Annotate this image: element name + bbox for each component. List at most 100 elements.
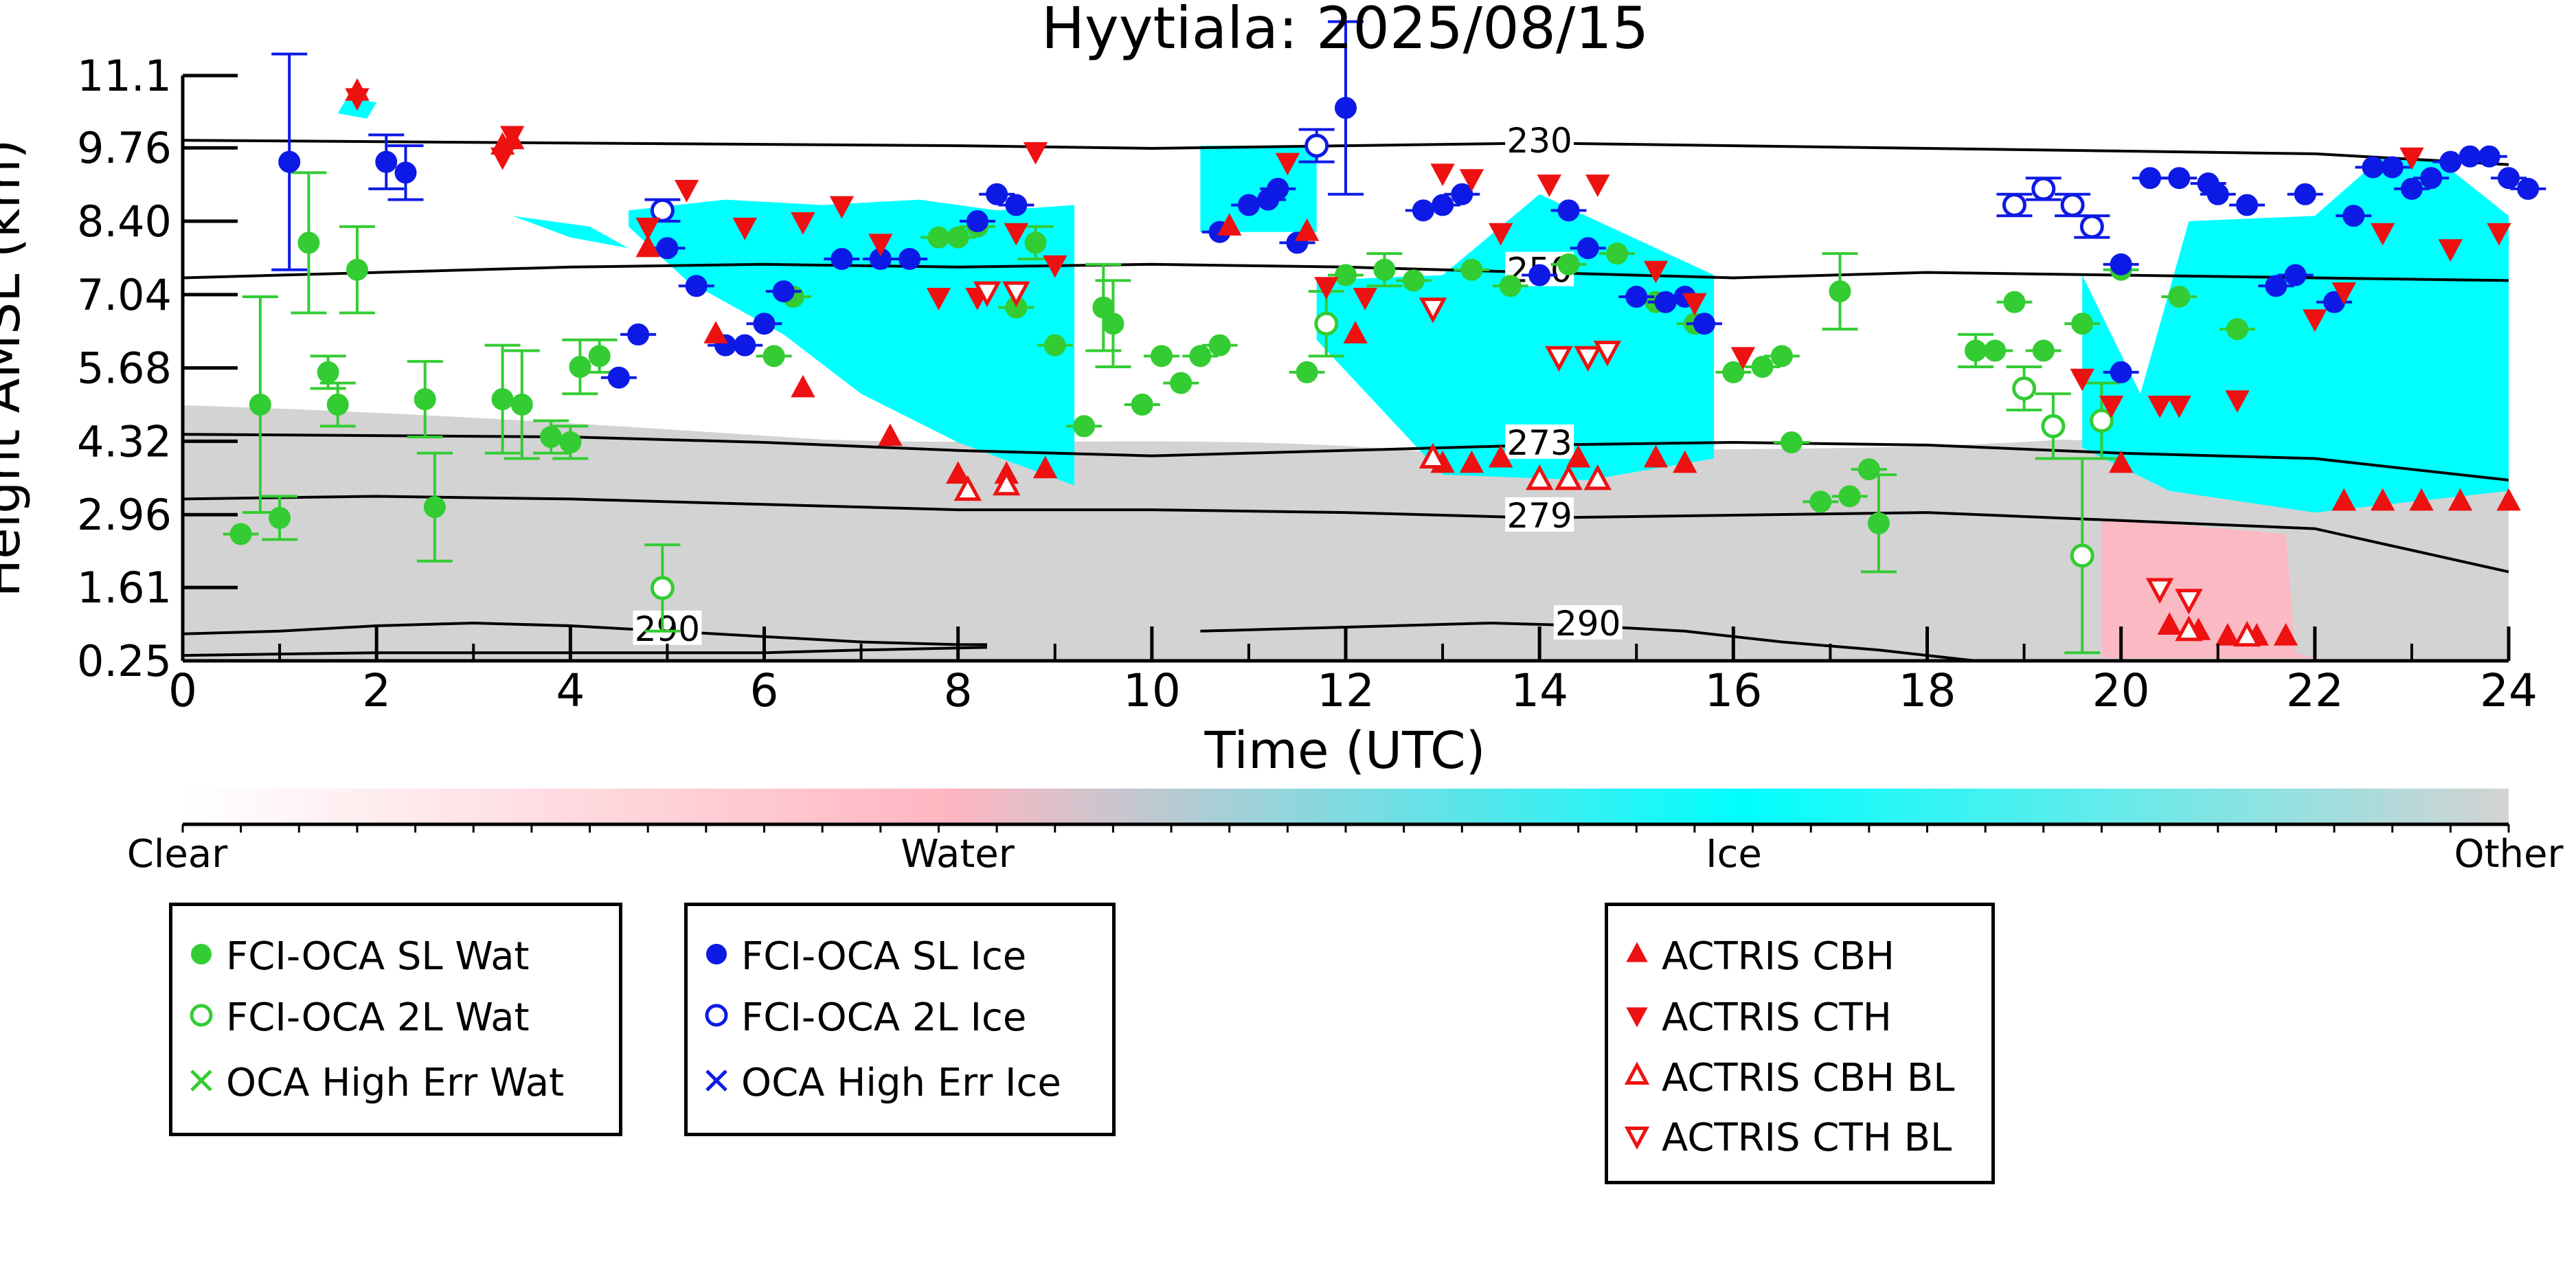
data-point: [1555, 464, 1583, 490]
y-tick-label: 1.61: [77, 563, 172, 613]
data-point: [2012, 376, 2037, 400]
data-point: [2399, 147, 2424, 170]
data-point: [297, 231, 320, 254]
data-point: [2370, 488, 2395, 511]
data-point: [423, 496, 446, 519]
data-point: [2226, 318, 2248, 341]
legend-marker: [1622, 1116, 1662, 1160]
colorbar-label-ice: Ice: [1706, 832, 1762, 877]
data-point: [2157, 612, 2182, 635]
contour-line: [183, 262, 2509, 282]
data-point: [2225, 390, 2250, 413]
axis-ticks: 0 2 4 6 8 10 12 14 16 18 20 22 240.251.612.964.325.6…: [77, 51, 2538, 717]
data-point: [1217, 213, 1242, 236]
legend-marker: [1622, 995, 1662, 1040]
data-point: [2342, 205, 2365, 227]
data-point: [345, 88, 370, 111]
data-point: [1606, 242, 1629, 265]
data-marks: [223, 20, 2546, 655]
data-point: [926, 288, 951, 310]
contour-label: 279: [1506, 496, 1572, 536]
data-point: [1004, 223, 1028, 246]
data-point: [1489, 444, 1513, 468]
data-point: [1526, 464, 1554, 490]
data-point: [2215, 622, 2240, 646]
data-point: [500, 126, 525, 149]
data-point: [1557, 199, 1580, 222]
data-point: [2145, 578, 2174, 604]
series-actris-cth-bl: [973, 281, 2203, 615]
contour-label-bg: [1505, 424, 1574, 459]
data-point: [1809, 490, 1832, 513]
data-point: [1557, 253, 1580, 275]
x-tick-label: 8: [944, 664, 973, 717]
legend-marker-shape: [705, 1004, 728, 1026]
data-point: [1043, 255, 1067, 278]
data-point: [1722, 361, 1745, 383]
legend-ice: FCI-OCA SL Ice FCI-OCA 2L Ice OCA High E…: [684, 903, 1116, 1136]
data-point: [1751, 356, 1774, 379]
legend-marker-icon: [1626, 1007, 1648, 1028]
data-point: [993, 469, 1021, 496]
data-point: [2032, 339, 2055, 362]
data-point: [1528, 264, 1551, 286]
data-point: [1730, 347, 1756, 370]
y-tick-label: 7.04: [77, 270, 172, 320]
data-point: [1353, 288, 1377, 310]
data-point: [829, 196, 855, 219]
data-point: [2175, 615, 2203, 642]
data-point: [1545, 346, 1573, 372]
data-point: [1237, 194, 1260, 216]
x-tick-label: 18: [1899, 664, 1956, 717]
data-point: [1402, 269, 1425, 292]
x-tick-label: 4: [556, 664, 585, 717]
data-point: [588, 345, 611, 368]
data-point: [2294, 183, 2316, 205]
data-point: [753, 313, 776, 335]
data-point: [2331, 282, 2356, 305]
data-point: [703, 321, 728, 343]
colorbar: [183, 789, 2509, 824]
data-point: [1314, 311, 1339, 336]
data-point: [1460, 258, 1483, 281]
data-point: [1023, 142, 1048, 165]
data-point: [1073, 415, 1096, 438]
data-point: [1693, 313, 1716, 335]
data-point: [1208, 334, 1231, 357]
colorbar-label-water: Water: [901, 832, 1015, 877]
data-point: [1780, 431, 1803, 453]
data-point: [2478, 145, 2500, 168]
marker-stroke: [705, 1069, 727, 1092]
data-point: [1131, 394, 1153, 416]
data-point: [1537, 174, 1561, 197]
colorbar-label-clear: Clear: [127, 832, 228, 877]
y-tick-label: 0.25: [77, 636, 172, 686]
data-point: [326, 394, 349, 416]
data-point: [1430, 163, 1455, 187]
data-point: [1451, 183, 1473, 205]
data-point: [1829, 280, 1851, 303]
data-point: [732, 217, 757, 240]
data-point: [2071, 313, 2094, 335]
data-point: [2409, 488, 2434, 511]
data-point: [491, 388, 514, 411]
data-point: [2070, 368, 2094, 392]
legend-item: ACTRIS CTH: [1622, 993, 1892, 1041]
data-point: [2003, 291, 2026, 313]
data-point: [1032, 455, 1058, 479]
data-point: [1432, 194, 1454, 216]
data-point: [229, 523, 252, 545]
data-point: [490, 147, 515, 170]
data-point: [2168, 167, 2191, 190]
series-actris-cbh: [345, 78, 2521, 646]
data-point: [1419, 442, 1447, 468]
data-point: [2206, 183, 2229, 205]
data-point: [762, 345, 785, 368]
data-point: [2175, 589, 2203, 615]
data-point: [1314, 277, 1339, 300]
data-point: [1275, 152, 1300, 176]
x-tick-label: 14: [1511, 664, 1568, 717]
legend-water: FCI-OCA SL Wat FCI-OCA 2L Wat OCA High E…: [169, 903, 622, 1136]
data-point: [278, 150, 301, 173]
data-point: [414, 388, 436, 411]
